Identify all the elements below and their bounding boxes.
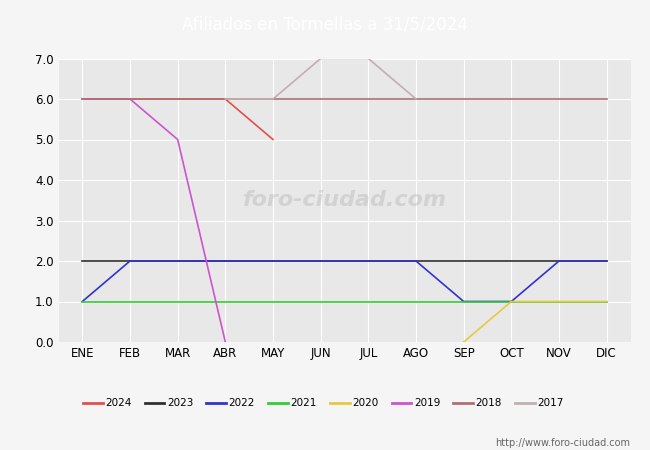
Text: 2019: 2019 bbox=[414, 398, 440, 408]
Text: 2018: 2018 bbox=[476, 398, 502, 408]
Text: 2017: 2017 bbox=[538, 398, 564, 408]
Text: 2024: 2024 bbox=[105, 398, 131, 408]
Text: 2021: 2021 bbox=[291, 398, 317, 408]
Text: 2023: 2023 bbox=[167, 398, 193, 408]
Text: http://www.foro-ciudad.com: http://www.foro-ciudad.com bbox=[495, 438, 630, 448]
Text: Afiliados en Tormellas a 31/5/2024: Afiliados en Tormellas a 31/5/2024 bbox=[182, 16, 468, 34]
Text: 2022: 2022 bbox=[229, 398, 255, 408]
Text: foro-ciudad.com: foro-ciudad.com bbox=[242, 190, 447, 210]
Text: 2020: 2020 bbox=[352, 398, 378, 408]
